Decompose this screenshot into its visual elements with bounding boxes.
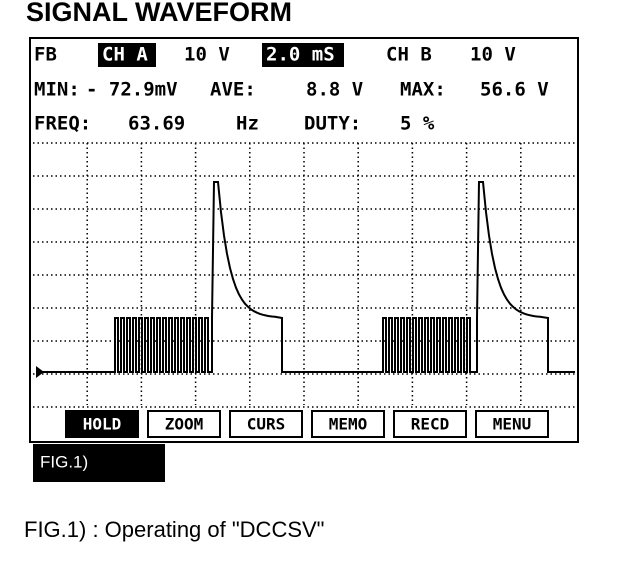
status-text: 5 % — [400, 113, 435, 135]
status-text: 8.8 V — [306, 79, 363, 101]
figure-tag: FIG.1) — [40, 452, 88, 471]
highlight — [262, 43, 344, 67]
status-text: AVE: — [210, 79, 256, 101]
button-label[interactable]: HOLD — [83, 415, 122, 434]
highlight — [98, 43, 156, 67]
status-text: FB — [34, 44, 57, 66]
status-text: 2.0 mS — [266, 44, 335, 66]
button[interactable] — [393, 410, 467, 438]
status-text: 56.6 V — [480, 79, 549, 101]
button-label[interactable]: MENU — [493, 415, 532, 434]
status-text: CH B — [386, 44, 432, 66]
status-text: 63.69 — [128, 113, 185, 135]
trigger-marker — [36, 366, 44, 378]
figure-tag-box — [33, 444, 165, 482]
status-text: 10 V — [470, 44, 516, 66]
status-text: MAX: — [400, 79, 446, 101]
button[interactable] — [475, 410, 549, 438]
button-label[interactable]: MEMO — [329, 415, 368, 434]
status-text: DUTY: — [304, 113, 361, 135]
button-label[interactable]: ZOOM — [165, 415, 204, 434]
status-text: Hz — [236, 113, 259, 135]
button-label[interactable]: RECD — [411, 415, 450, 434]
button-bar: HOLD ZOOM CURS MEMO RECD MENU — [65, 410, 549, 438]
status-text: 10 V — [184, 44, 230, 66]
button[interactable] — [147, 410, 221, 438]
button[interactable] — [65, 410, 139, 438]
status-text: MIN: — [34, 79, 80, 101]
title: SIGNAL WAVEFORM — [26, 0, 292, 27]
status-text: FREQ: — [34, 113, 91, 135]
button[interactable] — [311, 410, 385, 438]
status-text: - 72.9mV — [86, 79, 178, 101]
button-label[interactable]: CURS — [247, 415, 286, 434]
caption: FIG.1) : Operating of "DCCSV" — [24, 517, 325, 542]
button[interactable] — [229, 410, 303, 438]
status-text: CH A — [102, 44, 148, 66]
waveform — [36, 181, 575, 373]
